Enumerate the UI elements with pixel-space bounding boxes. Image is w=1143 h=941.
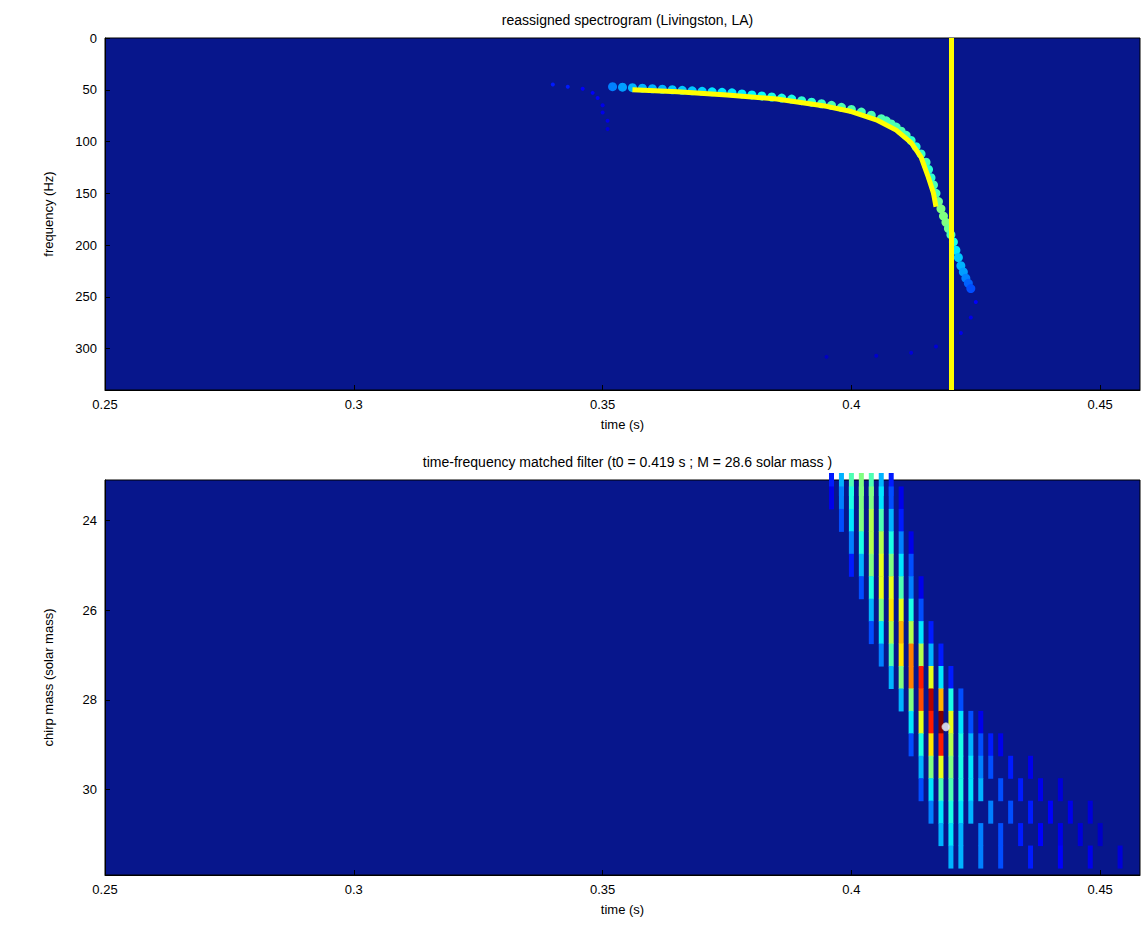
- svg-text:200: 200: [75, 238, 97, 253]
- svg-text:time (s): time (s): [601, 417, 644, 432]
- svg-text:300: 300: [75, 341, 97, 356]
- svg-text:50: 50: [83, 82, 97, 97]
- svg-text:150: 150: [75, 186, 97, 201]
- svg-text:frequency (Hz): frequency (Hz): [41, 171, 56, 256]
- svg-text:chirp mass (solar mass): chirp mass (solar mass): [41, 609, 56, 747]
- svg-text:100: 100: [75, 134, 97, 149]
- svg-text:26: 26: [83, 603, 97, 618]
- svg-text:0.3: 0.3: [345, 397, 363, 412]
- svg-text:0.4: 0.4: [842, 882, 860, 897]
- svg-text:0.35: 0.35: [590, 882, 615, 897]
- svg-text:0.45: 0.45: [1088, 397, 1113, 412]
- svg-text:30: 30: [83, 782, 97, 797]
- svg-text:0: 0: [90, 31, 97, 46]
- svg-text:250: 250: [75, 289, 97, 304]
- svg-text:28: 28: [83, 692, 97, 707]
- svg-text:0.3: 0.3: [345, 882, 363, 897]
- svg-text:24: 24: [83, 513, 97, 528]
- svg-text:0.25: 0.25: [92, 397, 117, 412]
- svg-text:0.4: 0.4: [842, 397, 860, 412]
- svg-text:time (s): time (s): [601, 902, 644, 917]
- svg-text:0.35: 0.35: [590, 397, 615, 412]
- svg-text:0.25: 0.25: [92, 882, 117, 897]
- svg-text:reassigned spectrogram (Living: reassigned spectrogram (Livingston, LA): [502, 12, 753, 28]
- svg-text:time-frequency matched filter: time-frequency matched filter (t0 = 0.41…: [423, 454, 832, 470]
- svg-text:0.45: 0.45: [1088, 882, 1113, 897]
